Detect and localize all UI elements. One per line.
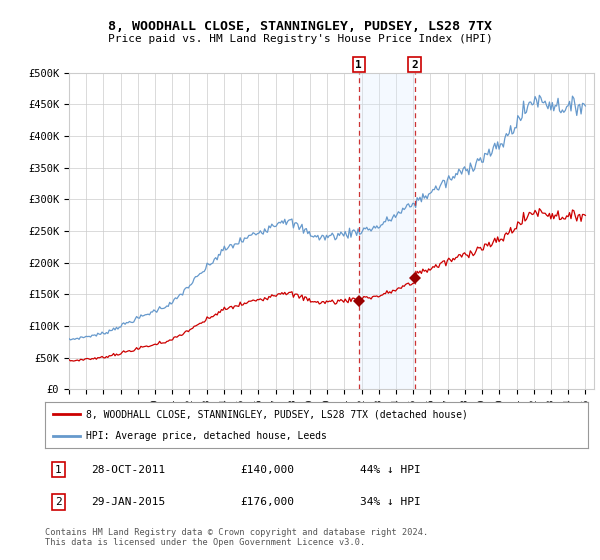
Text: 28-OCT-2011: 28-OCT-2011 (91, 465, 166, 475)
Text: 44% ↓ HPI: 44% ↓ HPI (360, 465, 421, 475)
Text: 1: 1 (55, 465, 62, 475)
Text: 8, WOODHALL CLOSE, STANNINGLEY, PUDSEY, LS28 7TX: 8, WOODHALL CLOSE, STANNINGLEY, PUDSEY, … (108, 20, 492, 34)
Text: 34% ↓ HPI: 34% ↓ HPI (360, 497, 421, 507)
Text: HPI: Average price, detached house, Leeds: HPI: Average price, detached house, Leed… (86, 431, 326, 441)
Text: 2: 2 (55, 497, 62, 507)
Bar (359, 73, 415, 389)
Text: 29-JAN-2015: 29-JAN-2015 (91, 497, 166, 507)
Text: Contains HM Land Registry data © Crown copyright and database right 2024.
This d: Contains HM Land Registry data © Crown c… (45, 528, 428, 547)
Text: £176,000: £176,000 (241, 497, 295, 507)
Text: Price paid vs. HM Land Registry's House Price Index (HPI): Price paid vs. HM Land Registry's House … (107, 34, 493, 44)
Text: 8, WOODHALL CLOSE, STANNINGLEY, PUDSEY, LS28 7TX (detached house): 8, WOODHALL CLOSE, STANNINGLEY, PUDSEY, … (86, 409, 467, 419)
Text: 1: 1 (355, 59, 362, 69)
Text: £140,000: £140,000 (241, 465, 295, 475)
Text: 2: 2 (411, 59, 418, 69)
